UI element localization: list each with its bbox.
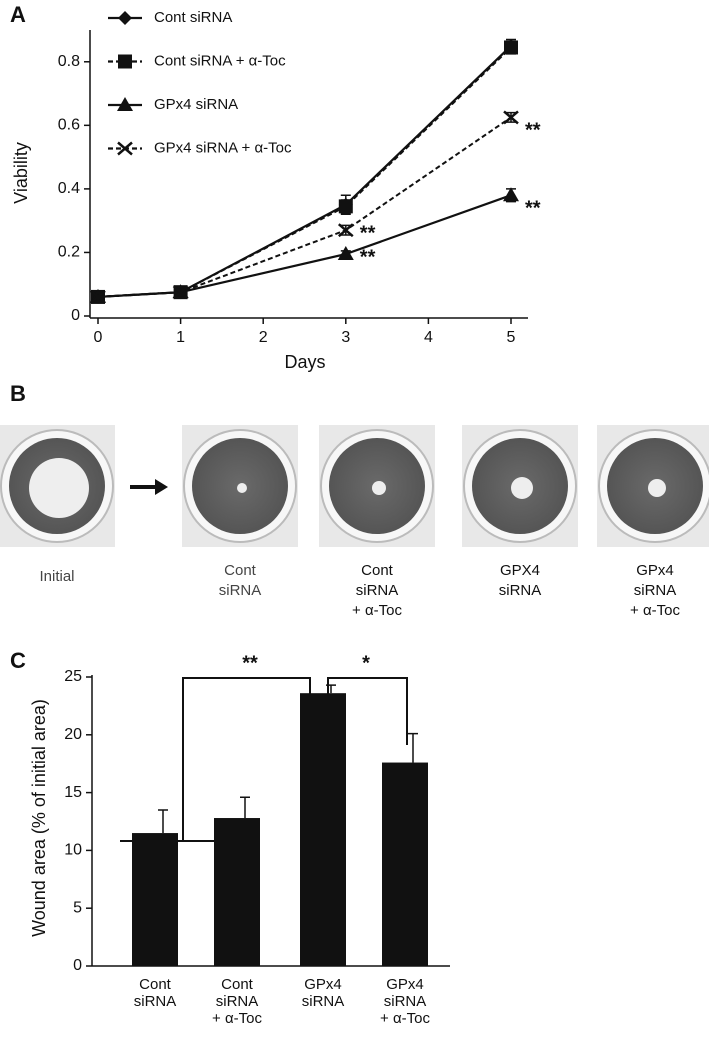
y-tick-label: 15 [64,784,82,801]
y-tick-label: 0 [71,307,80,324]
y-tick-label: 10 [64,842,82,859]
wound [29,458,89,518]
series-line [97,45,512,299]
y-tick-label: 0.6 [58,117,80,134]
y-tick-label: 0.4 [58,180,80,197]
caption: GPX4 [500,562,540,579]
marker [337,246,354,261]
marker [504,40,518,55]
y-tick-label: 25 [64,668,82,685]
significance-label: ** [360,246,376,268]
x-tick-label: GPx4 [304,976,342,993]
x-tick-label: + α-Toc [212,1010,262,1027]
caption: Cont [361,562,394,579]
panel-label: A [10,2,26,27]
wound [372,481,386,495]
significance-label: ** [525,198,541,220]
caption: siRNA [499,582,542,599]
x-tick-label: siRNA [216,993,259,1010]
series-line [97,116,512,298]
wound [648,479,666,497]
legend-label: Cont siRNA + α-Toc [154,52,286,69]
x-tick-label: siRNA [384,993,427,1010]
x-tick-label: 1 [176,329,185,346]
arrow-head [155,479,168,495]
marker [337,223,354,238]
legend-label: GPx4 siRNA [154,96,238,113]
caption: siRNA [356,582,399,599]
marker [118,54,132,69]
x-tick-label: 4 [424,329,433,346]
bracket [327,677,408,745]
caption: GPx4 [636,562,674,579]
x-tick-label: siRNA [302,993,345,1010]
legend-label: Cont siRNA [154,9,232,26]
caption: + α-Toc [630,602,680,619]
bracket [120,677,311,842]
error-bar [240,796,250,819]
marker [338,199,353,214]
x-tick-label: Cont [221,976,254,993]
x-axis-label: Days [284,352,325,372]
caption: siRNA [634,582,677,599]
marker [90,289,106,304]
bar [382,762,428,966]
legend-label: GPx4 siRNA + α-Toc [154,139,292,156]
error-bar [158,809,168,834]
panel-label: B [10,381,26,406]
y-tick-label: 0.8 [58,53,80,70]
caption: Cont [224,562,257,579]
x-tick-label: siRNA [134,993,177,1010]
marker [117,141,133,156]
significance-label: ** [525,120,541,142]
error-bar [408,732,418,763]
y-tick-label: 0 [73,957,82,974]
x-tick-label: Cont [139,976,172,993]
x-tick-label: 3 [341,329,350,346]
caption: Initial [39,568,74,585]
marker [503,110,519,125]
y-tick-label: 5 [73,899,82,916]
bar [300,693,346,966]
marker [117,97,133,111]
series-line [97,194,512,299]
significance-label: ** [360,222,376,244]
wound [237,483,247,493]
panel-label: C [10,648,26,673]
series-line [97,46,512,298]
x-tick-label: 5 [507,329,516,346]
y-tick-label: 20 [64,726,82,743]
y-axis-label: Viability [11,142,31,204]
significance-label: ** [242,652,258,674]
marker [118,11,132,25]
caption: siRNA [219,582,262,599]
significance-label: * [362,652,370,674]
marker [503,187,519,202]
x-tick-label: GPx4 [386,976,424,993]
marker [172,285,189,300]
x-tick-label: 2 [259,329,268,346]
bar [132,833,178,966]
y-axis-label: Wound area (% of initial area) [29,699,49,937]
x-tick-label: 0 [94,329,103,346]
y-tick-label: 0.2 [58,244,80,261]
caption: + α-Toc [352,602,402,619]
x-tick-label: + α-Toc [380,1010,430,1027]
wound [511,477,533,499]
bar [214,818,260,966]
